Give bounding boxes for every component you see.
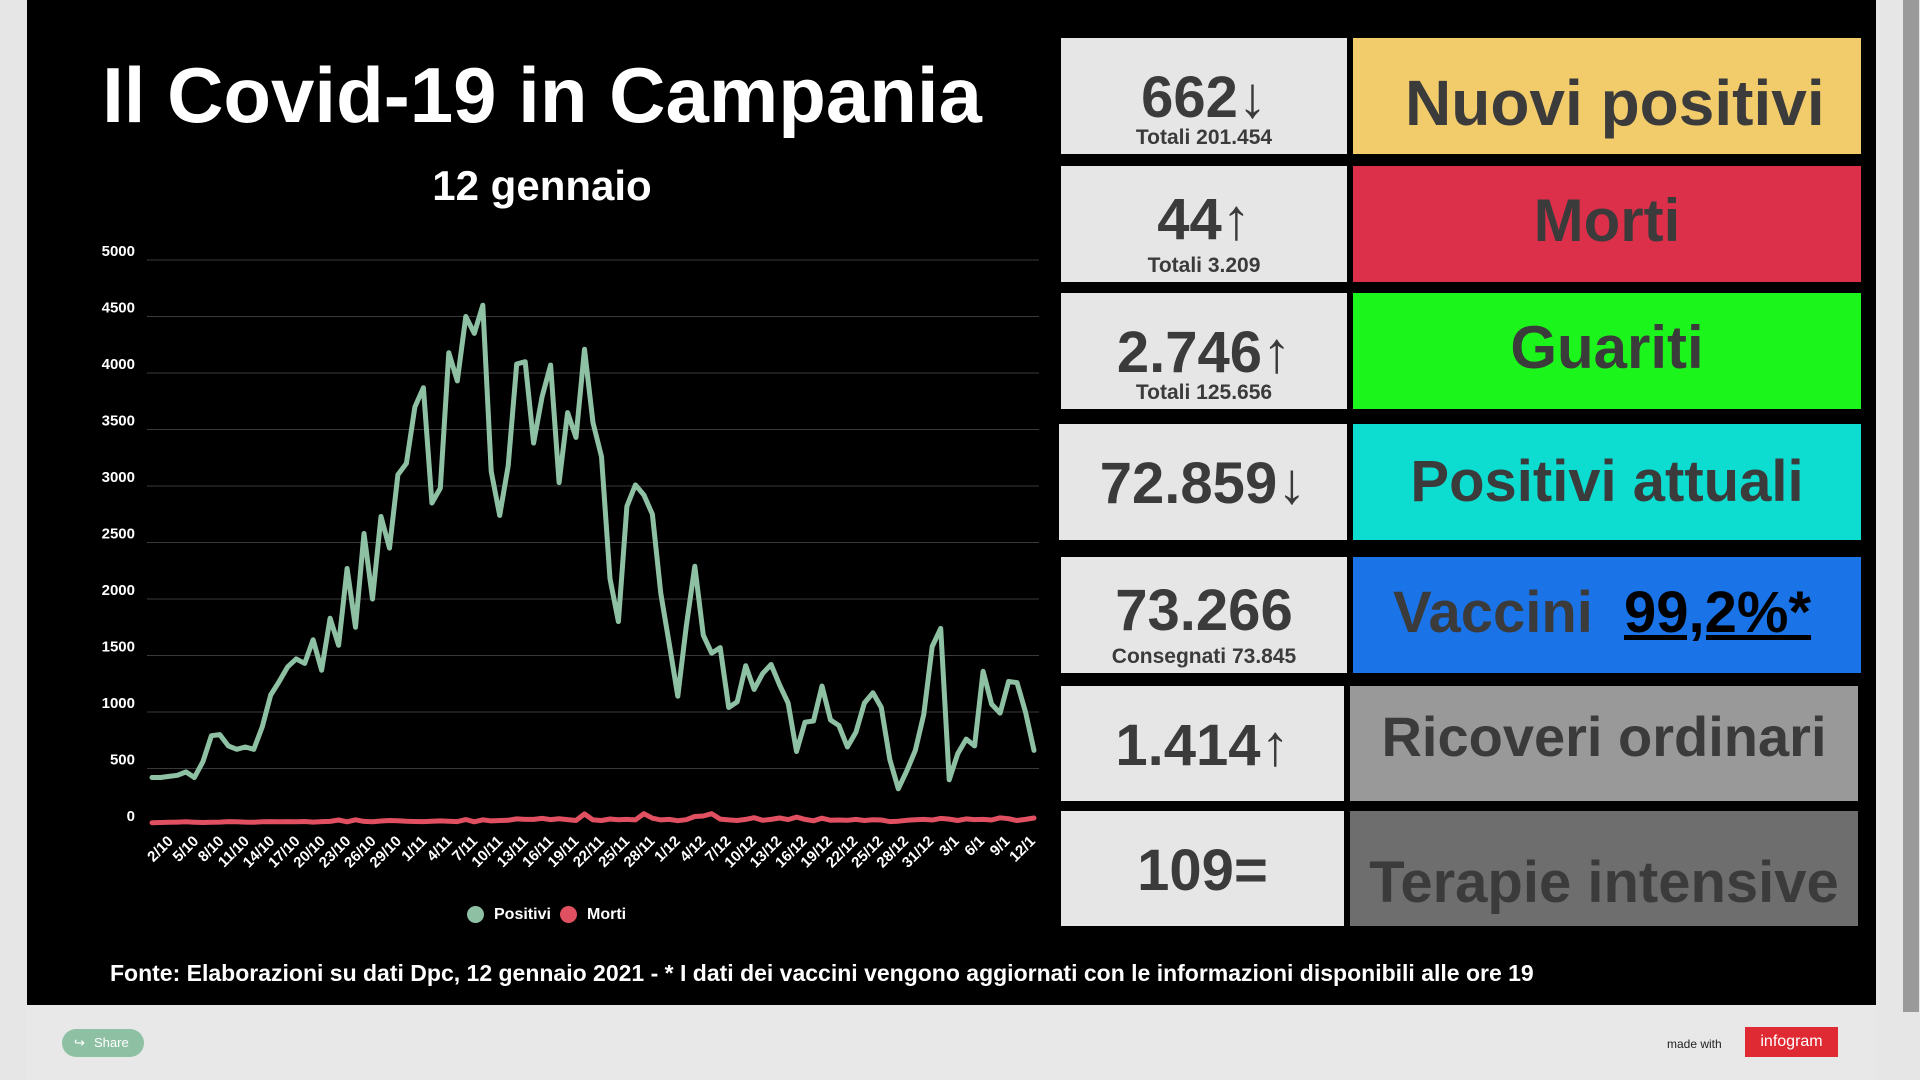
stat-label-box-positivi-attuali: Positivi attuali (1353, 424, 1861, 540)
stat-total-nuovi-positivi: Totali 201.454 (1135, 126, 1273, 149)
legend-dot-positivi (467, 906, 484, 924)
x-tick-label: 12/1 (1006, 833, 1039, 866)
series-line-positivi[interactable] (149, 302, 1037, 792)
chart-title: Il Covid-19 in Campania (102, 51, 982, 139)
share-icon: ↪ (74, 1035, 85, 1050)
x-tick-label: 3/1 (936, 833, 963, 860)
source-note: Fonte: Elaborazioni su dati Dpc, 12 genn… (110, 960, 1534, 986)
infogram-logo[interactable]: infogram (1745, 1027, 1838, 1057)
stat-label-box-ricoveri-ordinari: Ricoveri ordinari (1350, 686, 1858, 801)
footer-bar (27, 1005, 1876, 1080)
stat-value-box-guariti: 2.746↑ Totali 125.656 (1061, 293, 1347, 409)
stat-value-morti: 44↑ (1157, 187, 1251, 252)
stat-value-nuovi-positivi: 662↓ (1141, 65, 1267, 130)
stat-value-positivi-attuali: 72.859↓ (1099, 451, 1307, 516)
stat-value-box-nuovi-positivi: 662↓ Totali 201.454 (1061, 38, 1347, 154)
stat-label-terapie-intensive: Terapie intensive (1369, 850, 1839, 915)
stat-value-box-ricoveri-ordinari: 1.414↑ (1061, 686, 1344, 801)
stat-label-morti: Morti (1533, 187, 1681, 254)
stat-value-guariti: 2.746↑ (1116, 320, 1292, 385)
y-tick-label: 0 (127, 808, 135, 825)
x-tick-label: 1/12 (651, 833, 684, 866)
stat-total-vaccini: Consegnati 73.845 (1111, 645, 1297, 668)
stat-label-guariti: Guariti (1510, 314, 1704, 381)
stat-label-box-vaccini: Vaccini 99,2%* (1353, 557, 1861, 673)
stat-value-box-terapie-intensive: 109= (1061, 811, 1344, 926)
stat-label-ricoveri-ordinari: Ricoveri ordinari (1381, 705, 1827, 768)
x-tick-label: 4/11 (424, 833, 456, 865)
y-tick-label: 1500 (102, 639, 135, 656)
stat-value-box-positivi-attuali: 72.859↓ (1059, 424, 1347, 540)
stat-label-box-nuovi-positivi: Nuovi positivi (1353, 38, 1861, 154)
line-chart: 0 500 1000 1500 2000 2500 3000 3500 4000 4500 5000… (102, 243, 1039, 871)
legend-label-positivi: Positivi (494, 906, 551, 923)
stat-label-box-guariti: Guariti (1353, 293, 1861, 409)
stat-value-box-morti: 44↑ Totali 3.209 (1061, 166, 1347, 282)
stat-value-vaccini: 73.266 (1115, 578, 1293, 643)
x-tick-label: 4/12 (677, 833, 710, 866)
x-tick-label: 6/1 (961, 833, 988, 860)
stat-total-guariti: Totali 125.656 (1135, 381, 1273, 404)
stat-label-nuovi-positivi: Nuovi positivi (1405, 67, 1825, 139)
scrollbar[interactable] (1903, 0, 1919, 1012)
y-tick-label: 2500 (102, 526, 135, 543)
x-tick-label: 2/10 (144, 833, 177, 866)
stat-label-box-terapie-intensive: Terapie intensive (1350, 811, 1858, 926)
y-tick-label: 500 (110, 752, 135, 769)
share-label: Share (94, 1035, 129, 1050)
legend-item-morti[interactable]: Morti (560, 906, 626, 924)
infographic-canvas: Il Covid-19 in Campania 12 gennaio 0 500 1… (27, 0, 1876, 1005)
x-tick-label: 1/11 (398, 833, 430, 865)
stat-label-vaccini: Vaccini (1393, 580, 1593, 645)
made-with-text: made with (1667, 1037, 1722, 1051)
stat-label-positivi-attuali: Positivi attuali (1410, 449, 1804, 514)
y-tick-label: 3500 (102, 413, 135, 430)
chart-subtitle: 12 gennaio (432, 162, 652, 209)
stat-value-terapie-intensive: 109= (1137, 838, 1268, 903)
left-gutter (0, 0, 27, 1080)
legend-label-morti: Morti (587, 906, 627, 923)
y-tick-label: 3000 (102, 469, 135, 486)
stat-label-box-morti: Morti (1353, 166, 1861, 282)
legend-dot-morti (560, 906, 577, 924)
series-line-morti[interactable] (149, 811, 1037, 826)
y-tick-label: 1000 (102, 695, 135, 712)
y-tick-label: 4500 (102, 300, 135, 317)
stat-value-ricoveri-ordinari: 1.414↑ (1115, 713, 1290, 778)
share-button[interactable]: ↪ Share (62, 1029, 144, 1057)
y-tick-label: 5000 (102, 243, 135, 260)
vaccini-percent-link[interactable]: 99,2%* (1624, 580, 1812, 645)
stat-total-morti: Totali 3.209 (1147, 254, 1261, 277)
stat-value-box-vaccini: 73.266 Consegnati 73.845 (1061, 557, 1347, 673)
legend-item-positivi[interactable]: Positivi (467, 906, 551, 924)
y-tick-label: 2000 (102, 582, 135, 599)
x-tick-label: 5/10 (170, 833, 203, 866)
y-tick-label: 4000 (102, 356, 135, 373)
